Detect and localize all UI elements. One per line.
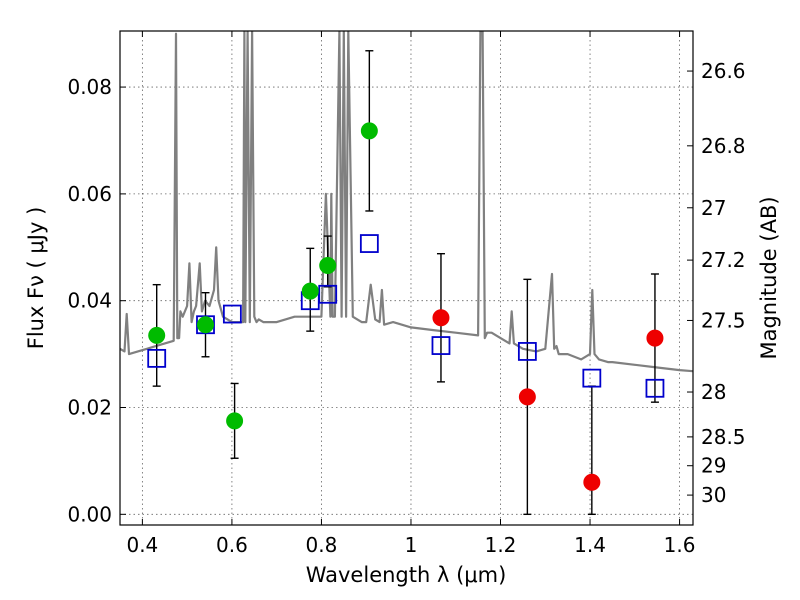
x-tick-labels: 0.4 0.6 0.8 1 1.2 1.4 1.6: [126, 533, 695, 557]
model-photometry-square: [582, 368, 602, 388]
x-tick-label: 1.2: [485, 533, 517, 557]
y-tick-label: 0.08: [67, 75, 112, 99]
y-tick-labels: 0.00 0.02 0.04 0.06 0.08: [67, 75, 112, 526]
y-axis-label: Flux Fν ( μJy ): [24, 207, 48, 350]
detection-point: [197, 316, 215, 334]
x-tick-label: 1: [405, 533, 418, 557]
right-tick-label: 26.8: [701, 134, 746, 158]
y-tick-label: 0.00: [67, 502, 112, 526]
tick-layer: [120, 31, 693, 525]
errorbar-layer: [152, 50, 659, 516]
x-axis-label: Wavelength λ (μm): [306, 563, 507, 587]
y-tick-label: 0.06: [67, 182, 112, 206]
square-layer: [147, 234, 665, 398]
model-photometry-square: [318, 284, 338, 304]
point-layer: [148, 122, 664, 491]
plot-frame: [119, 30, 694, 526]
right-tick-label: 27.2: [701, 248, 746, 272]
right-tick-label: 26.6: [701, 59, 746, 83]
nondetection-point: [583, 473, 601, 491]
detection-point: [148, 326, 166, 344]
y-axis-label-right: Magnitude (AB): [757, 196, 781, 359]
detection-point: [226, 412, 244, 430]
right-tick-label: 29: [701, 454, 726, 478]
grid-layer: [120, 31, 693, 525]
right-tick-label: 27.5: [701, 308, 746, 332]
detection-point: [360, 122, 378, 140]
x-tick-label: 1.4: [574, 533, 606, 557]
x-tick-label: 0.4: [126, 533, 158, 557]
model-photometry-square: [222, 304, 242, 324]
detection-point: [301, 282, 319, 300]
detection-point: [319, 256, 337, 274]
spectrum-layer: [120, 31, 693, 373]
model-spectrum-line: [120, 31, 693, 373]
nondetection-point: [432, 309, 450, 327]
right-tick-label: 30: [701, 483, 726, 507]
right-tick-label: 28: [701, 380, 726, 404]
nondetection-point: [518, 388, 536, 406]
x-tick-label: 0.6: [216, 533, 248, 557]
model-photometry-square: [645, 378, 665, 398]
x-tick-label: 1.6: [664, 533, 696, 557]
right-tick-labels: 26.6 26.8 27 27.2 27.5 28 28.5 29 30: [701, 59, 746, 507]
nondetection-point: [646, 329, 664, 347]
model-photometry-square: [147, 348, 167, 368]
model-photometry-square: [431, 336, 451, 355]
right-tick-label: 27: [701, 196, 726, 220]
model-photometry-square: [359, 234, 379, 253]
right-tick-label: 28.5: [701, 425, 746, 449]
y-tick-label: 0.04: [67, 289, 112, 313]
x-tick-label: 0.8: [306, 533, 338, 557]
y-tick-label: 0.02: [67, 396, 112, 420]
model-photometry-square: [517, 342, 537, 361]
